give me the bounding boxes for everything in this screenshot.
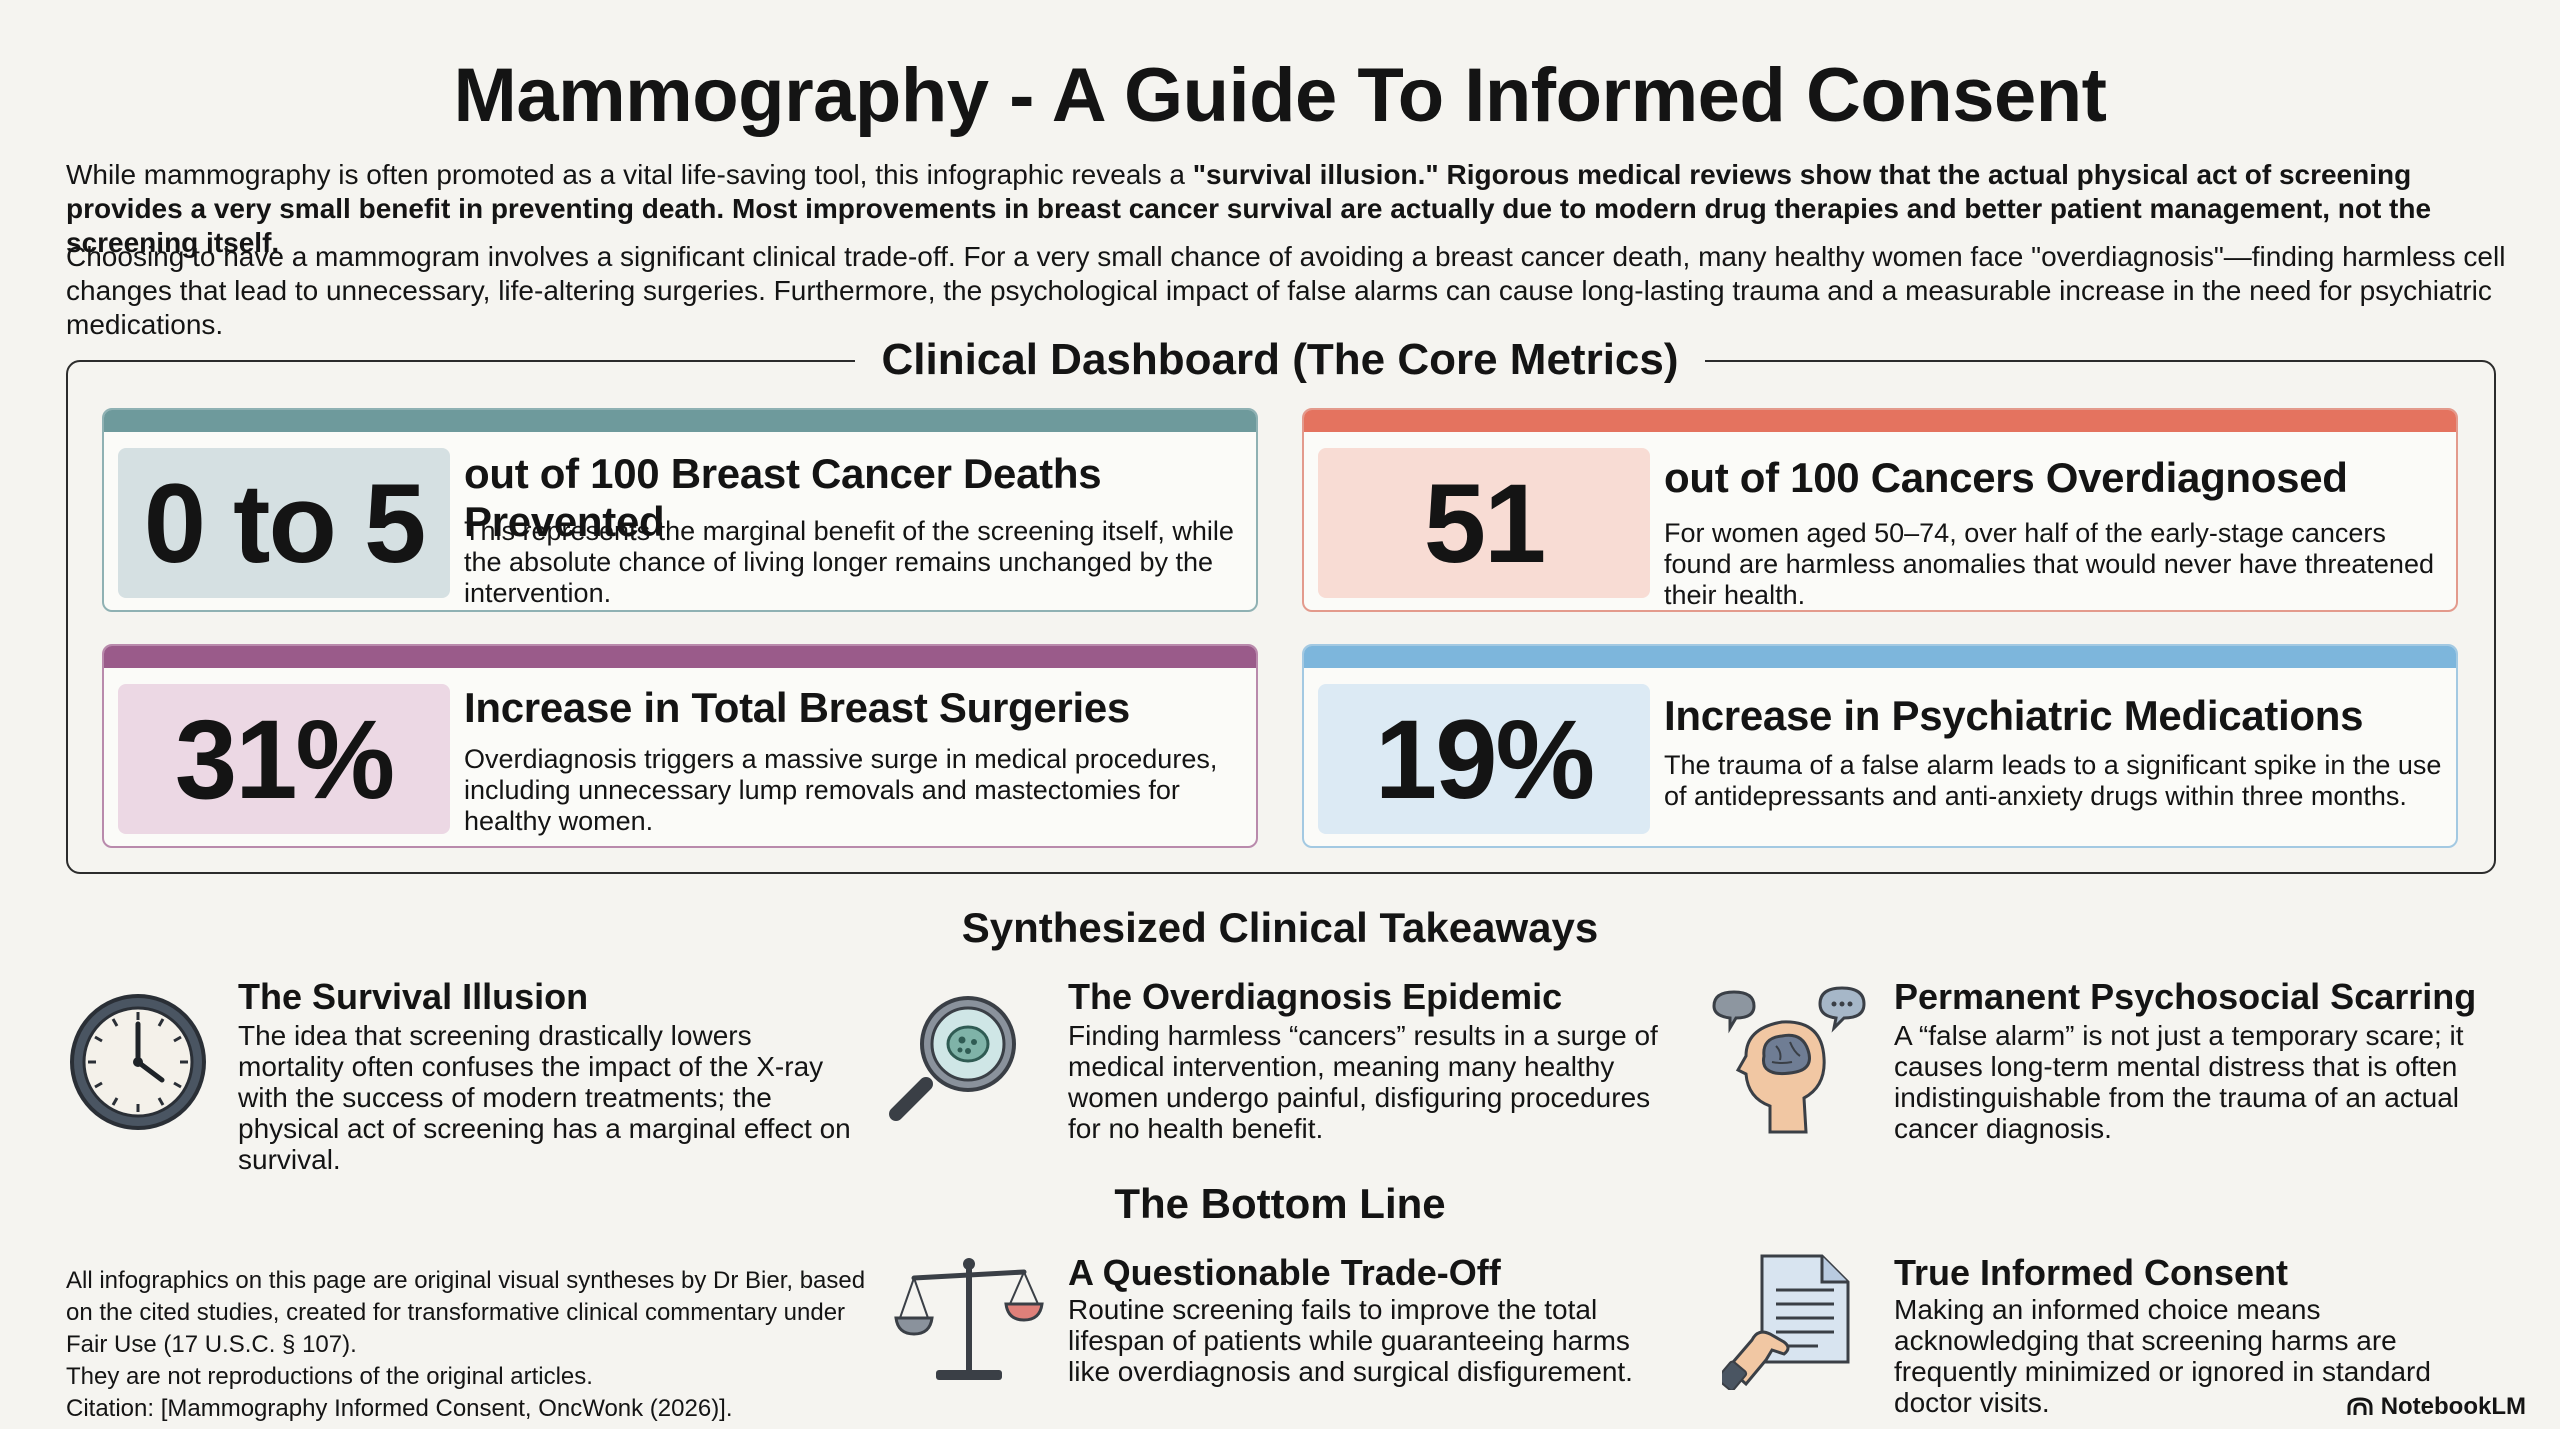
head-brain-icon (1712, 986, 1866, 1134)
intro-bold-text: "survival illusion." Rigorous medical re… (66, 159, 2432, 258)
balance-scale-icon (894, 1258, 1044, 1380)
intro-paragraph-1: While mammography is often promoted as a… (66, 158, 2506, 260)
takeaway-title-overdiagnosis: The Overdiagnosis Epidemic (1068, 976, 1563, 1017)
metric-card-psychiatric-meds: 19% Increase in Psychiatric Medications … (1302, 644, 2458, 848)
magnifier-icon (889, 996, 1016, 1121)
card-accent-bar (1304, 646, 2456, 668)
bottom-title-trade-off: A Questionable Trade-Off (1068, 1252, 1501, 1293)
document-hand-icon (1722, 1254, 1850, 1390)
takeaway-desc-overdiagnosis: Finding harmless “cancers” results in a … (1068, 1020, 1658, 1144)
metric-description: This represents the marginal benefit of … (464, 516, 1234, 608)
footer-line-2: They are not reproductions of the origin… (66, 1363, 593, 1390)
metric-title: out of 100 Breast Cancer Deaths Prevente… (464, 450, 1102, 545)
metric-title: Increase in Total Breast Surgeries (464, 684, 1130, 731)
bottom-line-heading: The Bottom Line (1114, 1180, 1446, 1227)
dashboard-heading: Clinical Dashboard (The Core Metrics) (0, 335, 2560, 385)
metric-description: Overdiagnosis triggers a massive surge i… (464, 744, 1218, 836)
page-title: Mammography - A Guide To Informed Consen… (453, 53, 2107, 138)
takeaway-desc-survival-illusion: The idea that screening drastically lowe… (238, 1020, 851, 1175)
metric-card-breast-surgeries: 31% Increase in Total Breast Surgeries O… (102, 644, 1258, 848)
takeaway-title-psychosocial: Permanent Psychosocial Scarring (1894, 976, 2477, 1017)
footer-disclaimer: All infographics on this page are origin… (66, 1265, 866, 1425)
card-accent-bar (104, 646, 1256, 668)
metric-title: out of 100 Cancers Overdiagnosed (1664, 454, 2348, 501)
takeaway-desc-psychosocial: A “false alarm” is not just a temporary … (1894, 1020, 2464, 1144)
intro-plain-text: While mammography is often promoted as a… (66, 159, 1193, 190)
notebooklm-brand: NotebookLM (2347, 1393, 2526, 1421)
intro-paragraph-2: Choosing to have a mammogram involves a … (66, 241, 2506, 340)
dashboard-title: Clinical Dashboard (The Core Metrics) (855, 335, 1705, 384)
metric-value: 0 to 5 (118, 448, 450, 598)
clock-icon (70, 994, 206, 1130)
metric-value: 31% (118, 684, 450, 834)
bottom-desc-trade-off: Routine screening fails to improve the t… (1068, 1294, 1633, 1387)
metric-description: For women aged 50–74, over half of the e… (1664, 518, 2434, 610)
card-accent-bar (1304, 410, 2456, 432)
metric-card-deaths-prevented: 0 to 5 out of 100 Breast Cancer Deaths P… (102, 408, 1258, 612)
footer-line-1: All infographics on this page are origin… (66, 1267, 866, 1358)
metric-value: 51 (1318, 448, 1650, 598)
notebooklm-logo-icon (2347, 1397, 2373, 1415)
metric-description: The trauma of a false alarm leads to a s… (1664, 750, 2442, 811)
metric-title: Increase in Psychiatric Medications (1664, 692, 2364, 739)
bottom-title-informed-consent: True Informed Consent (1894, 1252, 2289, 1293)
footer-citation: Citation: [Mammography Informed Consent,… (66, 1395, 733, 1422)
takeaways-heading: Synthesized Clinical Takeaways (961, 904, 1599, 951)
metric-card-overdiagnosed: 51 out of 100 Cancers Overdiagnosed For … (1302, 408, 2458, 612)
card-accent-bar (104, 410, 1256, 432)
metric-value: 19% (1318, 684, 1650, 834)
bottom-desc-informed-consent: Making an informed choice means acknowle… (1894, 1294, 2431, 1418)
takeaway-title-survival-illusion: The Survival Illusion (238, 976, 589, 1017)
brand-label: NotebookLM (2380, 1393, 2526, 1420)
